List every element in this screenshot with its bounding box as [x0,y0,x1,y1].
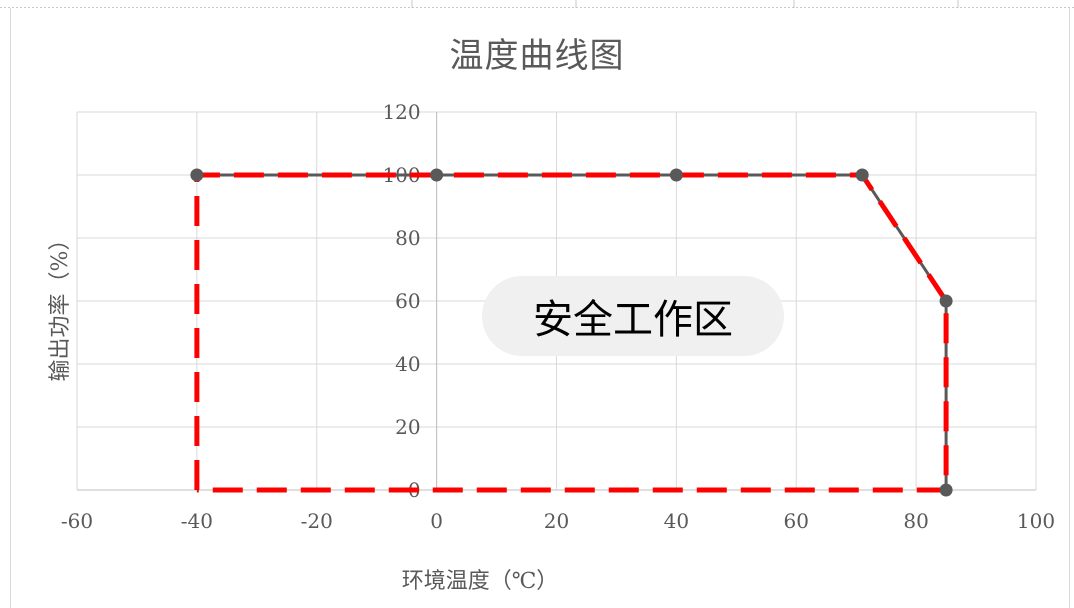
data-point [430,168,444,182]
x-tick-label: -60 [61,509,93,533]
x-tick-label: 100 [1017,509,1055,533]
y-tick-label: 60 [395,289,420,313]
x-tick-label: 60 [784,509,809,533]
x-tick-label: 80 [903,509,928,533]
x-tick-label: -20 [301,509,333,533]
chart-frame [10,8,1070,608]
y-axis-title: 输出功率（%） [48,228,73,382]
data-point [939,294,953,308]
x-axis-title: 环境温度（℃） [401,569,559,594]
chart-title: 温度曲线图 [449,36,625,76]
x-tick-label: 0 [430,509,443,533]
data-point [190,168,204,182]
x-tick-label: 20 [544,509,569,533]
y-tick-label: 40 [395,352,420,376]
data-point [939,483,953,497]
y-tick-label: 120 [382,100,420,124]
data-point [669,168,683,182]
page-top-rule [0,0,1074,8]
y-tick-label: 20 [395,415,420,439]
x-tick-label: -40 [181,509,213,533]
data-point [855,168,869,182]
x-tick-label: 40 [664,509,689,533]
y-tick-label: 80 [395,226,420,250]
safe-zone-label: 安全工作区 [482,276,784,356]
